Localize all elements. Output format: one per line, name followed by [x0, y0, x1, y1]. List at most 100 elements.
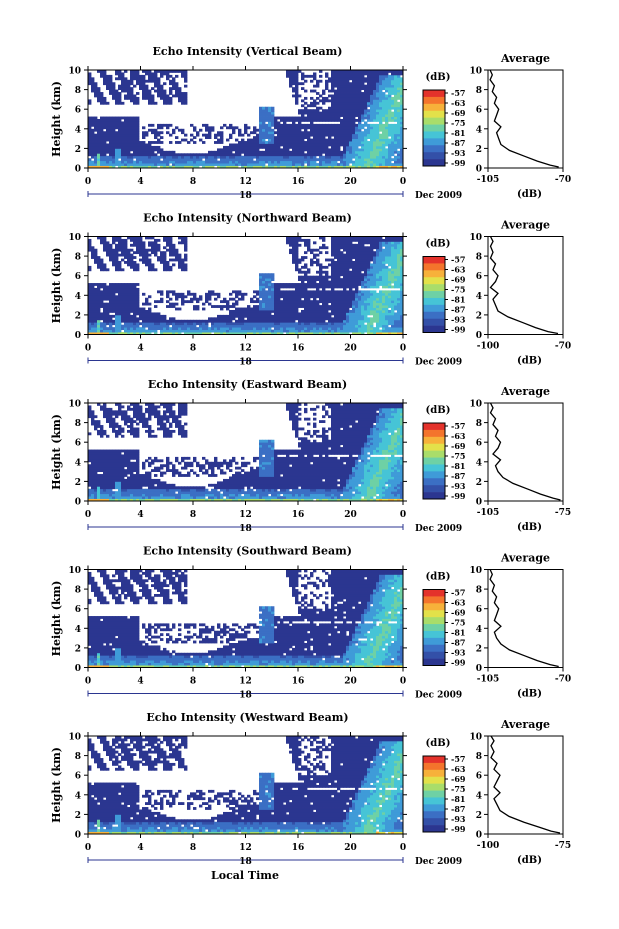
heatmap-cell [307, 270, 311, 274]
heatmap-cell [205, 155, 209, 159]
heatmap-cell [136, 119, 140, 122]
heatmap-cell [136, 150, 140, 154]
heatmap-cell [172, 84, 176, 88]
heatmap-cell [103, 141, 107, 144]
heatmap-cell [112, 165, 116, 169]
heatmap-cell [346, 74, 350, 78]
heatmap-cell [304, 307, 308, 311]
heatmap-cell [295, 283, 299, 286]
heatmap-cell [127, 307, 131, 311]
heatmap-cell [382, 123, 386, 127]
heatmap-cell [328, 89, 332, 93]
heatmap-cell [265, 128, 269, 132]
heatmap-cell [367, 292, 371, 296]
heatmap-cell [160, 150, 164, 154]
heatmap-cell [262, 287, 266, 291]
heatmap-cell [103, 295, 107, 299]
heatmap-cell [319, 305, 323, 308]
heatmap-cell [337, 87, 341, 90]
heatmap-cell [325, 158, 329, 162]
heatmap-cell [298, 158, 302, 162]
heatmap-cell [151, 160, 155, 164]
heatmap-cell [337, 265, 341, 269]
heatmap-cell [127, 131, 131, 135]
heatmap-cell [334, 155, 338, 159]
heatmap-cell [346, 121, 350, 125]
heatmap-cell [94, 253, 98, 257]
heatmap-cell [319, 111, 323, 115]
heatmap-cell [370, 265, 374, 269]
heatmap-cell [367, 263, 371, 267]
heatmap-cell [301, 305, 305, 308]
heatmap-cell [94, 248, 98, 252]
heatmap-cell [316, 138, 320, 142]
heatmap-cell [130, 300, 134, 304]
heatmap-cell [94, 292, 98, 296]
heatmap-cell [256, 305, 260, 308]
heatmap-cell [136, 148, 140, 152]
heatmap-cell [355, 287, 359, 291]
heatmap-cell [286, 241, 290, 245]
heatmap-cell [148, 248, 152, 252]
heatmap-cell [88, 133, 92, 137]
heatmap-cell [331, 319, 335, 323]
heatmap-cell [355, 243, 359, 247]
heatmap-cell [166, 96, 170, 100]
heatmap-cell [259, 290, 263, 294]
heatmap-cell [202, 329, 206, 333]
heatmap-cell [124, 143, 128, 147]
heatmap-cell [319, 295, 323, 299]
heatmap-cell [289, 332, 293, 335]
heatmap-cell [172, 292, 176, 296]
heatmap-cell [313, 295, 317, 299]
heatmap-cell [352, 163, 356, 166]
heatmap-cell [283, 150, 287, 154]
heatmap-cell [244, 163, 248, 166]
heatmap-cell [307, 126, 311, 130]
heatmap-cell [358, 319, 362, 323]
heatmap-cell [232, 314, 236, 318]
heatmap-cell [175, 295, 179, 299]
heatmap-cell [349, 87, 353, 90]
heatmap-cell [271, 283, 275, 286]
heatmap-cell [298, 297, 302, 301]
heatmap-cell [337, 106, 341, 110]
heatmap-cell [373, 128, 377, 132]
heatmap-cell [337, 248, 341, 252]
heatmap-cell [313, 141, 317, 144]
heatmap-cell [319, 322, 323, 326]
heatmap-cell [208, 297, 212, 301]
heatmap-cell [226, 160, 230, 164]
heatmap-cell [331, 109, 335, 113]
heatmap-cell [226, 302, 230, 306]
heatmap-cell [274, 314, 278, 318]
heatmap-cell [388, 99, 392, 103]
heatmap-cell [382, 96, 386, 100]
heatmap-cell [163, 158, 167, 162]
heatmap-cell [130, 314, 134, 318]
heatmap-cell [118, 300, 122, 304]
heatmap-cell [94, 89, 98, 93]
heatmap-cell [145, 70, 149, 73]
heatmap-cell [283, 292, 287, 296]
heatmap-cell [355, 160, 359, 164]
heatmap-cell [124, 256, 128, 259]
heatmap-cell [343, 283, 347, 286]
heatmap-cell [334, 238, 338, 242]
heatmap-cell [163, 150, 167, 154]
heatmap-cell [166, 150, 170, 154]
heatmap-cell [322, 101, 326, 105]
heatmap-cell [301, 317, 305, 321]
heatmap-cell [151, 79, 155, 83]
heatmap-cell [91, 89, 95, 93]
heatmap-cell [181, 319, 185, 323]
heatmap-cell [148, 165, 152, 169]
heatmap-cell [382, 165, 386, 169]
heatmap-cell [313, 327, 317, 330]
heatmap-cell [88, 302, 92, 306]
heatmap-cell [181, 92, 185, 95]
heatmap-cell [118, 131, 122, 135]
heatmap-cell [346, 312, 350, 316]
heatmap-cell [97, 263, 101, 267]
heatmap-cell [382, 119, 386, 122]
